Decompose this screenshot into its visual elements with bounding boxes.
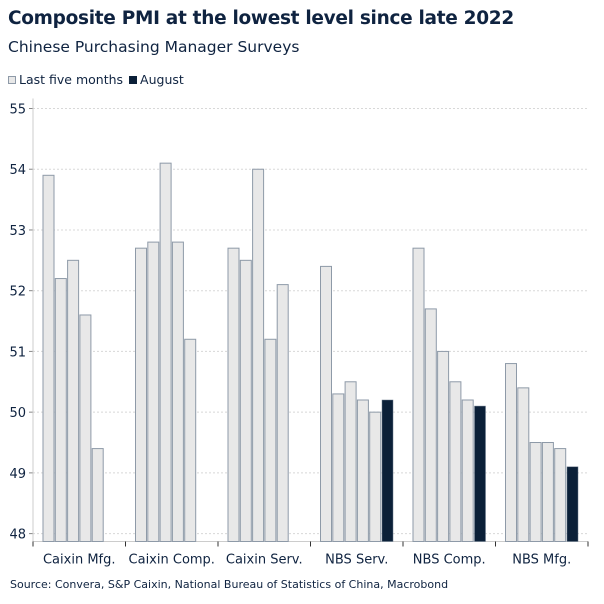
bar-last-five — [239, 259, 252, 542]
chart-subtitle: Chinese Purchasing Manager Surveys — [8, 38, 300, 56]
bar-last-five — [461, 399, 474, 542]
bar-last-five — [276, 284, 289, 542]
bar-last-five — [437, 350, 450, 542]
bar-last-five — [356, 399, 369, 542]
x-tick-label: Caixin Comp. — [129, 553, 215, 568]
bar-last-five — [42, 174, 55, 542]
bar-last-five — [554, 448, 567, 542]
y-tick-label: 50 — [9, 406, 26, 421]
y-tick-label: 48 — [9, 528, 26, 543]
legend-swatch-august — [129, 75, 138, 84]
y-tick-label: 55 — [9, 103, 26, 118]
bar-last-five — [171, 241, 184, 542]
y-tick-label: 54 — [9, 163, 26, 178]
bar-last-five — [54, 278, 67, 542]
bar-last-five — [369, 411, 382, 543]
legend-label: August — [140, 72, 184, 87]
bar-last-five — [159, 162, 172, 543]
x-tick-label: NBS Comp. — [413, 553, 486, 568]
bar-last-five — [184, 338, 197, 542]
bar-august — [566, 466, 579, 542]
bar-last-five — [412, 247, 425, 542]
y-tick-label: 53 — [9, 224, 26, 239]
legend-swatch-last-five — [8, 75, 16, 84]
bar-last-five — [344, 381, 357, 543]
bar-last-five — [91, 448, 104, 542]
bar-last-five — [320, 265, 332, 542]
bar-last-five — [332, 393, 345, 542]
bar-last-five — [424, 308, 437, 542]
legend-item-august: August — [129, 72, 184, 87]
bar-last-five — [505, 363, 517, 542]
bar-last-five — [67, 259, 80, 542]
bar-august — [381, 399, 394, 542]
bar-last-five — [517, 387, 530, 542]
x-tick-label: NBS Serv. — [325, 553, 388, 568]
bar-last-five — [541, 442, 554, 543]
y-tick-label: 51 — [9, 345, 26, 360]
x-tick-label: NBS Mfg. — [512, 553, 571, 568]
bar-last-five — [147, 241, 160, 542]
y-tick-label: 52 — [9, 285, 26, 300]
bar-last-five — [529, 442, 542, 543]
source-note: Source: Convera, S&P Caixin, National Bu… — [10, 578, 449, 591]
bar-last-five — [79, 314, 92, 543]
chart-title: Composite PMI at the lowest level since … — [8, 8, 514, 29]
legend-item-last-five: Last five months — [8, 72, 123, 87]
x-tick-label: Caixin Serv. — [226, 553, 303, 568]
legend: Last five months August — [8, 72, 184, 87]
legend-label: Last five months — [19, 72, 124, 87]
x-tick-label: Caixin Mfg. — [43, 553, 116, 568]
bar-last-five — [227, 247, 240, 542]
bar-last-five — [135, 247, 147, 542]
y-tick-label: 49 — [9, 467, 26, 482]
bar-last-five — [252, 168, 265, 542]
bar-last-five — [449, 381, 462, 543]
bar-august — [474, 405, 486, 542]
bar-last-five — [264, 338, 277, 542]
